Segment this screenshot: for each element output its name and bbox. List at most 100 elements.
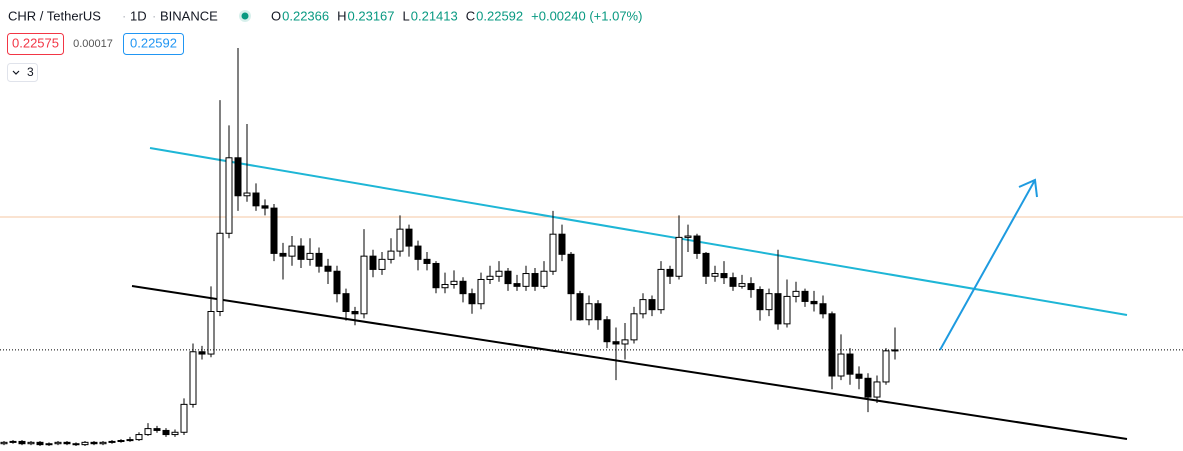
candle-body xyxy=(432,262,440,289)
candle-body xyxy=(360,255,368,315)
channel-top xyxy=(149,147,1128,316)
candle-body xyxy=(279,252,287,257)
candles xyxy=(0,48,1183,446)
candle-body xyxy=(468,293,476,305)
candle-body xyxy=(225,157,233,234)
buy-price[interactable]: 0.22592 xyxy=(130,35,177,50)
channel-bottom xyxy=(131,285,1128,440)
candle-body xyxy=(486,275,494,280)
candle-body xyxy=(18,440,26,445)
candle-body xyxy=(117,440,125,443)
ohlc: O 0.22366 H 0.23167 L 0.21413 C 0.22592 +0.00240… xyxy=(271,8,642,23)
candle-body xyxy=(801,290,809,302)
interval: 1D xyxy=(130,8,147,23)
candle-body xyxy=(297,245,305,260)
candle-body xyxy=(513,283,521,287)
candle-body xyxy=(729,277,737,287)
candle-body xyxy=(792,290,800,297)
candle-body xyxy=(819,303,827,315)
candle-body xyxy=(135,434,143,441)
candle-body xyxy=(702,252,710,277)
sell-box[interactable] xyxy=(7,33,64,55)
candle-body xyxy=(99,441,107,445)
sell-price[interactable]: 0.22575 xyxy=(12,35,59,50)
chevron xyxy=(12,70,20,75)
candle-body xyxy=(675,236,683,277)
candle-body xyxy=(342,293,350,313)
candle-body xyxy=(423,258,431,264)
candle-body xyxy=(558,233,566,255)
candle-body xyxy=(828,313,836,377)
candle-body xyxy=(738,283,746,287)
candle-body xyxy=(36,441,44,446)
candle-body xyxy=(639,299,647,315)
indicators-count[interactable]: 3 xyxy=(27,65,34,79)
candle-body xyxy=(783,295,791,325)
candle-body xyxy=(594,303,602,321)
spread: 0.00017 xyxy=(73,38,113,50)
candle-body xyxy=(576,293,584,321)
candle-body xyxy=(315,252,323,267)
indicators-toggle[interactable] xyxy=(7,63,38,82)
status-dot xyxy=(241,12,249,20)
candle-body xyxy=(189,351,197,405)
symbol: CHR / TetherUS xyxy=(8,8,101,23)
candle-body xyxy=(27,441,35,445)
candle-body xyxy=(288,245,296,257)
candle-body xyxy=(864,377,872,398)
candle-body xyxy=(684,235,692,238)
candle-body xyxy=(108,440,116,443)
candle-body xyxy=(855,373,863,379)
ohlc-label: C xyxy=(466,8,475,23)
candle-body xyxy=(522,273,530,287)
candle-body xyxy=(648,299,656,311)
candle-body xyxy=(531,273,539,287)
candle-body xyxy=(414,245,422,260)
candle-body xyxy=(612,341,620,345)
candle-body xyxy=(63,441,71,445)
ohlc-value: 0.22592 xyxy=(476,8,523,23)
ohlc-label: H xyxy=(337,8,346,23)
candle-body xyxy=(171,431,179,436)
candle-body xyxy=(270,207,278,254)
candle-body xyxy=(603,319,611,343)
candle-body xyxy=(693,235,701,254)
candle-body xyxy=(585,303,593,321)
separator: · xyxy=(122,8,126,23)
candle-body xyxy=(45,443,53,446)
candle-body xyxy=(441,284,449,289)
buy-box[interactable] xyxy=(123,33,184,55)
candle-body xyxy=(657,268,665,311)
candle-body xyxy=(756,289,764,311)
arrow xyxy=(939,178,1038,351)
candle-body xyxy=(9,440,17,443)
candle-body xyxy=(126,439,134,442)
candle-body xyxy=(180,403,188,433)
candle-body xyxy=(81,441,89,446)
candle-body xyxy=(711,273,719,277)
candle-body xyxy=(351,311,359,315)
candle-body xyxy=(666,268,674,277)
candle-body xyxy=(243,192,251,197)
ohlc-label: L xyxy=(403,8,410,23)
candle-body xyxy=(846,353,854,375)
exchange: BINANCE xyxy=(160,8,218,23)
ohlc-label: O xyxy=(271,8,281,23)
candle-body xyxy=(549,233,557,272)
candle-body xyxy=(459,280,467,295)
candle-body xyxy=(747,283,755,291)
candle-body xyxy=(378,258,386,270)
candle-body xyxy=(630,313,638,341)
candle-body xyxy=(882,350,890,383)
candle-body xyxy=(540,270,548,287)
ohlc-value: 0.23167 xyxy=(348,8,395,23)
candle-body xyxy=(216,232,224,313)
separator: · xyxy=(152,8,156,23)
change: +0.00240 (+1.07%) xyxy=(531,8,642,23)
candle-body xyxy=(261,205,269,209)
candle-body xyxy=(198,351,206,355)
candle-body xyxy=(387,250,395,260)
candle-body xyxy=(837,353,845,377)
